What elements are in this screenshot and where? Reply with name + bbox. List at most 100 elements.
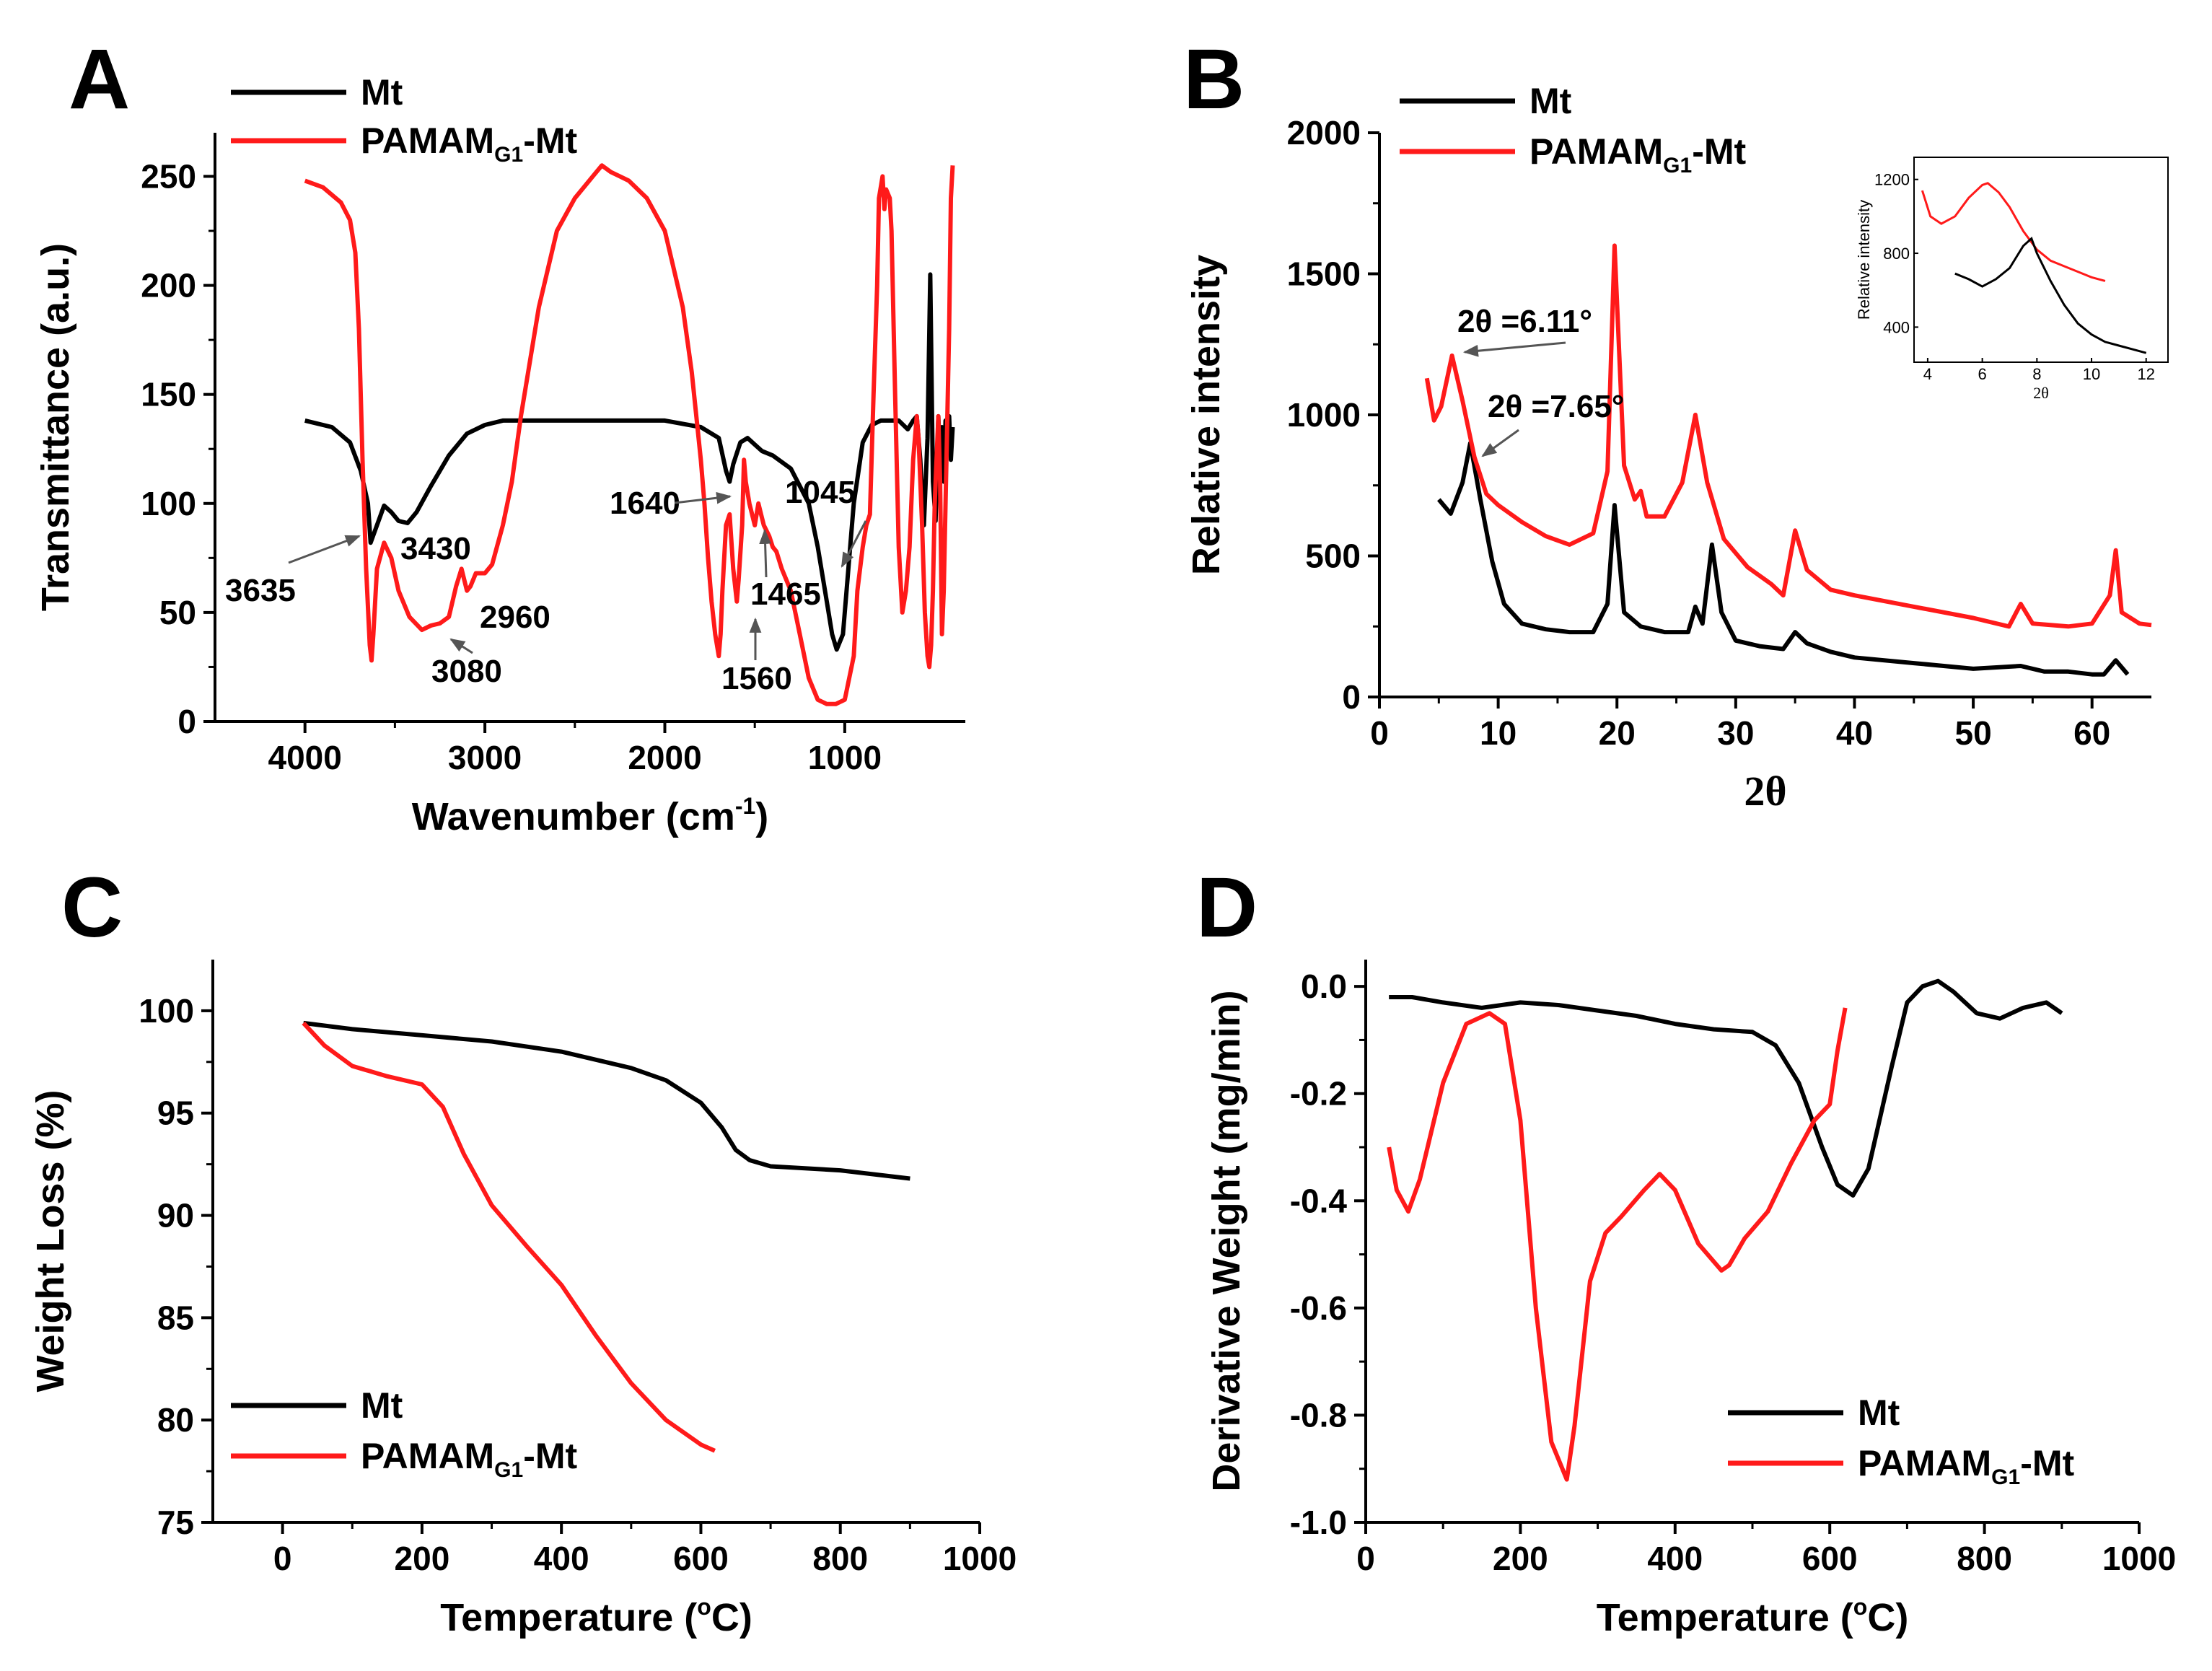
legend-pamam-label: PAMAMG1-Mt [361,1436,577,1482]
x-axis-title-sup: -1 [735,793,755,819]
panel-letter: D [1196,860,1258,955]
legend-pamam-suffix: -Mt [2020,1443,2074,1483]
inset-x-tick-label: 6 [1978,365,1986,383]
series-mt-line [303,1020,910,1181]
x-axis-title: Wavenumber (cm-1) [412,793,769,838]
y-tick-label: 95 [157,1095,194,1132]
series-mt-line [304,272,955,652]
inset-y-title: Relative intensity [1855,200,1873,320]
peak-annotation: 3080 [431,654,502,689]
legend-pamam-sub: G1 [1663,154,1692,177]
peak-annotation: 2θ =6.11° [1457,304,1592,339]
peak-annotation: 2960 [480,600,550,635]
y-tick-label: 50 [159,594,196,631]
y-tick-label: 1000 [1287,396,1361,434]
x-axis-title-sup: o [697,1594,711,1620]
series-pamam-line [1424,243,2152,629]
x-tick-label: 40 [1836,714,1873,752]
series-mt-line [1437,441,2130,677]
y-axis-title: Weight Loss (%) [29,1089,72,1392]
y-tick-label: 0 [1342,678,1361,716]
legend-pamam-label: PAMAMG1-Mt [1858,1443,2074,1489]
x-tick-label: 200 [395,1540,450,1577]
y-tick-label: -0.8 [1290,1396,1347,1434]
x-tick-label: 2000 [628,739,701,776]
inset-x-tick-label: 10 [2083,365,2100,383]
x-axis-title-main: Temperature ( [1597,1596,1853,1639]
x-axis-title: 2θ [1744,768,1786,815]
inset-series-pamam-line [1921,182,2106,282]
annotation-arrow [449,638,473,654]
annotation-arrow [759,528,771,578]
y-tick-label: 2000 [1287,114,1361,152]
inset-series-mt-line [1954,237,2147,354]
x-tick-label: 1000 [943,1540,1017,1577]
y-tick-label: 100 [141,485,196,522]
x-axis-title-end: C) [1867,1596,1908,1639]
legend-mt-label: Mt [361,72,403,113]
y-tick-label: 85 [157,1299,194,1336]
x-tick-label: 400 [534,1540,589,1577]
x-axis-title-main: 2θ [1744,768,1786,815]
x-axis-title-main: Wavenumber (cm [412,795,735,838]
panel-letter: A [69,32,130,127]
peak-annotation: 1560 [721,661,792,696]
x-tick-label: 10 [1480,714,1517,752]
legend-mt-label: Mt [361,1385,403,1426]
peak-annotation: 3430 [400,531,471,566]
inset-x-tick-label: 12 [2137,365,2154,383]
legend-pamam-suffix: -Mt [1692,131,1746,172]
y-tick-label: 250 [141,157,196,195]
legend-pamam-suffix: -Mt [523,120,577,161]
y-axis-title: Transmittance (a.u.) [34,243,77,611]
x-tick-label: 3000 [448,739,522,776]
x-tick-label: 50 [1954,714,1991,752]
legend-mt-label: Mt [1858,1392,1900,1433]
inset-x-title: 2θ [2033,384,2049,402]
legend-pamam-sub: G1 [494,1458,523,1482]
x-axis-title-end: C) [711,1596,752,1639]
y-tick-label: 0 [177,703,196,740]
legend-pamam-label: PAMAMG1-Mt [1529,131,1746,177]
legend-pamam-label: PAMAMG1-Mt [361,120,577,167]
x-tick-label: 1000 [808,739,882,776]
x-tick-label: 400 [1647,1540,1703,1577]
legend-pamam-main: PAMAM [361,120,494,161]
y-tick-label: 200 [141,267,196,304]
y-tick-label: -1.0 [1290,1504,1347,1541]
inset-x-tick-label: 8 [2032,365,2041,383]
inset-y-tick-label: 1200 [1874,171,1910,189]
x-axis-title: Temperature (oC) [1597,1594,1909,1639]
y-tick-label: -0.2 [1290,1075,1347,1113]
y-tick-label: -0.6 [1290,1289,1347,1327]
legend-pamam-sub: G1 [494,143,523,167]
panel-b: B 0 10 20 30 40 50 60 0 500 1000 1500 2000 2θ Relative… [1183,32,2169,815]
y-tick-label: 100 [139,992,194,1030]
legend-pamam-suffix: -Mt [523,1436,577,1476]
panel-c: C 0 200 400 600 800 1000 75 80 85 90 95 100 Temperatu… [29,860,1017,1639]
y-tick-label: 80 [157,1401,194,1439]
x-axis-title: Temperature (oC) [440,1594,752,1639]
legend-pamam-sub: G1 [1991,1465,2020,1489]
annotation-arrow [841,520,867,568]
panel-letter: B [1183,32,1245,127]
x-tick-label: 0 [273,1540,292,1577]
peak-annotation: 1045 [785,475,856,510]
x-tick-label: 4000 [268,739,342,776]
x-tick-label: 800 [812,1540,868,1577]
x-tick-label: 0 [1370,714,1389,752]
y-tick-label: 500 [1305,538,1361,575]
x-axis-title-end: ) [755,795,768,838]
panel-a: A 4000 3000 2000 1000 0 50 100 150 200 250 Wavenumb… [34,32,965,838]
x-tick-label: 600 [1802,1540,1858,1577]
x-tick-label: 1000 [2102,1540,2176,1577]
peak-annotation: 2θ =7.65° [1488,389,1624,424]
x-tick-label: 20 [1599,714,1636,752]
x-axis-title-main: Temperature ( [440,1596,697,1639]
panel-letter: C [61,860,123,955]
legend-pamam-main: PAMAM [1529,131,1663,172]
y-tick-label: 75 [157,1504,194,1541]
annotation-arrow [1481,429,1519,457]
series-mt-line [1389,978,2063,1198]
x-axis-title-sup: o [1853,1594,1868,1620]
